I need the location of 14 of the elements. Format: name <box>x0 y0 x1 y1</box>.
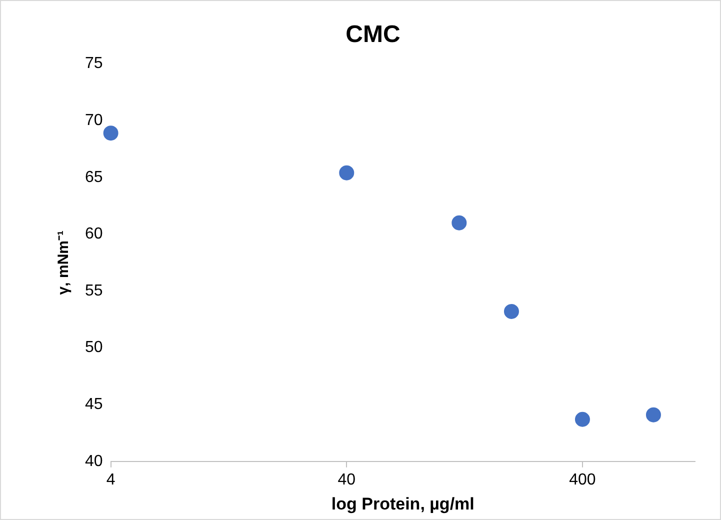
x-tick-label: 40 <box>338 471 356 488</box>
y-tick-label: 65 <box>85 168 103 186</box>
y-tick-label: 50 <box>85 339 103 356</box>
y-tick-label: 70 <box>85 112 103 130</box>
x-tick-label: 400 <box>569 471 596 488</box>
y-tick-label: 45 <box>85 396 103 414</box>
x-tick-label: 4 <box>106 471 116 488</box>
y-tick-label: 75 <box>85 55 103 72</box>
y-tick-label: 60 <box>85 226 103 243</box>
y-axis-title: γ, mNm⁻¹ <box>55 230 72 295</box>
y-tick-label: 40 <box>85 452 103 470</box>
y-tick-label: 55 <box>85 282 103 300</box>
chart-title: CMC <box>346 21 400 48</box>
x-axis-title: log Protein, µg/ml <box>331 494 474 514</box>
